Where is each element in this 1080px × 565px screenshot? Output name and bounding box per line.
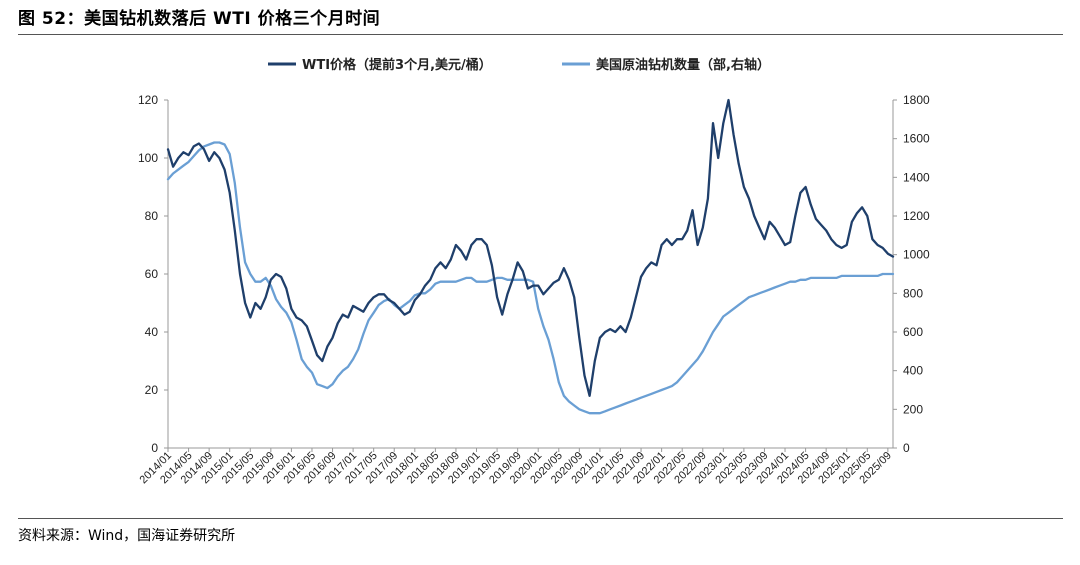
y-left-tick-label: 120 [138,93,158,107]
y-right-tick-label: 1400 [903,170,930,184]
legend-item-wti: WTI价格（提前3个月,美元/桶） [268,57,492,73]
y-right-tick-label: 800 [903,286,923,300]
y-left-tick-label: 20 [145,383,159,397]
series-lines [166,98,895,415]
y-right-tick-label: 1000 [903,248,930,262]
y-right-tick-label: 1600 [903,132,930,146]
series-line-rig-count [166,141,895,415]
y-right-tick-label: 200 [903,402,923,416]
series-line-wti [166,98,895,397]
y-left-tick-label: 60 [145,267,159,281]
y-left-tick-label: 0 [151,441,158,455]
legend-item-rig-count: 美国原油钻机数量（部,右轴） [562,57,770,73]
y-right-tick-label: 1200 [903,209,930,223]
y-left-tick-label: 80 [145,209,159,223]
y-left-tick-label: 40 [145,325,159,339]
legend-label: WTI价格（提前3个月,美元/桶） [302,57,492,73]
legend: WTI价格（提前3个月,美元/桶） 美国原油钻机数量（部,右轴） [268,57,770,73]
y-right-tick-label: 0 [903,441,910,455]
y-right-tick-label: 1800 [903,93,930,107]
figure-title: 图 52：美国钻机数落后 WTI 价格三个月时间 [18,9,381,29]
legend-label: 美国原油钻机数量（部,右轴） [596,57,770,73]
y-left-tick-label: 100 [138,151,158,165]
y-right-tick-label: 400 [903,364,923,378]
source-note: 资料来源：Wind，国海证券研究所 [18,528,236,544]
top-rule [18,34,1063,35]
y-right-tick-label: 600 [903,325,923,339]
bottom-rule [18,518,1063,519]
